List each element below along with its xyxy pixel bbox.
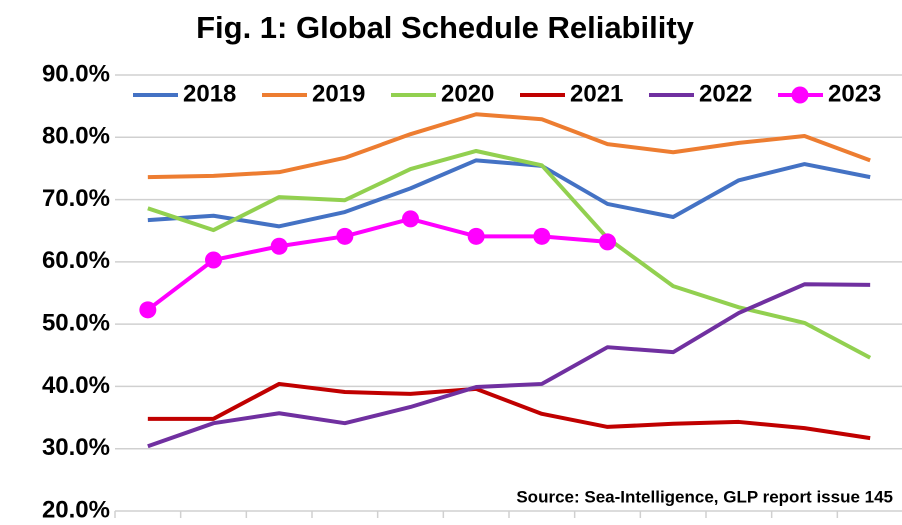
y-tick-label: 30.0%	[42, 434, 110, 461]
point-marker	[139, 301, 157, 319]
point-marker	[599, 233, 616, 251]
legend-label: 2018	[183, 80, 236, 107]
series-line	[146, 216, 608, 312]
grid	[115, 74, 902, 450]
chart-title: Fig. 1: Global Schedule Reliability	[196, 10, 695, 45]
y-tick-label: 90.0%	[42, 60, 110, 87]
point-marker	[402, 210, 419, 228]
y-tick-label: 70.0%	[42, 185, 110, 212]
legend-label: 2020	[441, 80, 494, 107]
point-marker	[533, 227, 551, 245]
legend-label: 2022	[699, 80, 752, 107]
series-line	[147, 148, 872, 360]
y-tick-label: 50.0%	[42, 309, 110, 336]
series-line	[147, 158, 871, 229]
point-marker	[467, 227, 485, 245]
point-marker	[336, 227, 354, 245]
series-line	[147, 381, 871, 441]
y-tick-label: 40.0%	[42, 372, 110, 399]
y-tick-label: 60.0%	[42, 247, 110, 274]
legend-label: 2021	[570, 80, 623, 107]
legend-label: 2023	[828, 80, 881, 107]
y-tick-label: 20.0%	[42, 496, 110, 523]
point-marker	[270, 237, 288, 255]
point-marker	[205, 251, 222, 269]
y-tick-label: 80.0%	[42, 123, 110, 150]
series-line	[147, 112, 871, 180]
series-line	[147, 282, 871, 449]
legend-marker	[791, 86, 809, 104]
source-note: Source: Sea-Intelligence, GLP report iss…	[516, 487, 893, 506]
legend-label: 2019	[312, 80, 365, 107]
